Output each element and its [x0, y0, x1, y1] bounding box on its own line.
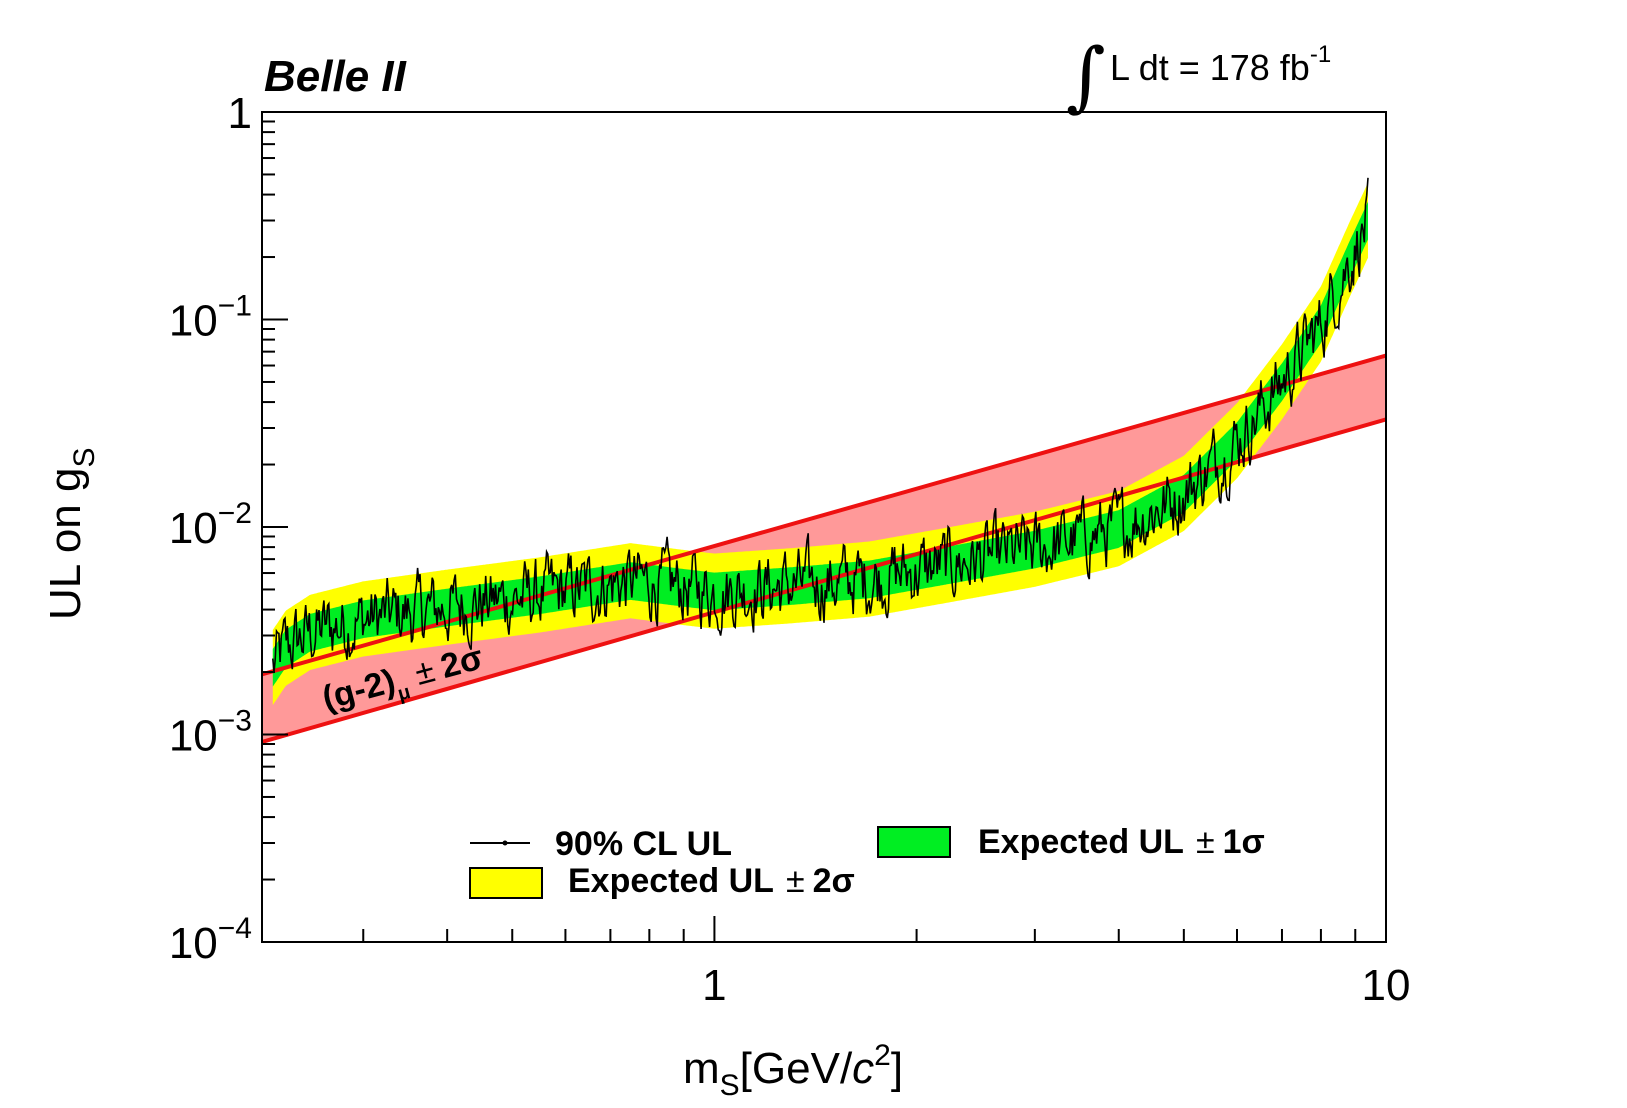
- x-tick-label: 10: [1362, 961, 1411, 1010]
- y-tick-label: 10−2: [169, 497, 252, 553]
- legend-observed-label: 90% CL UL: [555, 825, 732, 863]
- y-tick-exponent: −3: [218, 705, 252, 738]
- experiment-label: Belle II: [264, 52, 407, 101]
- y-axis-sub: S: [68, 448, 101, 468]
- legend: 90% CL UL Expected UL ±1σ Expected UL ±2σ: [469, 823, 1265, 900]
- observed-limit-line: [272, 177, 1369, 673]
- y-tick-label: 10−1: [169, 290, 252, 346]
- y-tick-base: 10: [169, 297, 218, 346]
- legend-2sigma-swatch: [469, 867, 543, 899]
- luminosity-label: L dt = 178 fb-1: [1110, 41, 1331, 88]
- x-axis-title: mS[GeV/c2]: [683, 1039, 903, 1102]
- x-axis-unit-var: c: [852, 1044, 874, 1093]
- integral-symbol: ∫: [1066, 31, 1106, 120]
- y-tick-base: 1: [228, 89, 252, 138]
- legend-2sigma-sig: 2σ: [813, 862, 855, 900]
- theory-band-label: (g-2)μ±2σ: [318, 638, 489, 724]
- legend-observed-marker: [502, 840, 508, 846]
- legend-2sigma-label: Expected UL ±2σ: [568, 862, 855, 900]
- x-axis-base: m: [683, 1044, 720, 1093]
- y-axis-base: UL on g: [41, 468, 90, 620]
- y-tick-base: 10: [169, 919, 218, 968]
- legend-1sigma-sig: 1σ: [1223, 823, 1265, 861]
- y-tick-exponent: −4: [218, 912, 252, 945]
- x-axis-unit-suffix: ]: [891, 1044, 903, 1093]
- x-axis-sub: S: [720, 1069, 740, 1102]
- theory-label-sub: μ: [395, 681, 413, 705]
- plot-frame: [261, 111, 1387, 943]
- x-axis-unit-sup: 2: [874, 1039, 891, 1072]
- expected-1sigma-band: [272, 201, 1368, 687]
- legend-2sigma-pm: ±: [786, 862, 805, 900]
- y-axis-title: UL on gS: [41, 448, 101, 621]
- luminosity-exponent: -1: [1310, 41, 1331, 68]
- legend-1sigma-text: Expected UL: [978, 823, 1184, 861]
- y-tick-base: 10: [169, 712, 218, 761]
- legend-2sigma-text: Expected UL: [568, 862, 774, 900]
- theory-upper-boundary: [262, 353, 1386, 677]
- luminosity-text: L dt = 178 fb: [1110, 47, 1310, 88]
- y-tick-label: 10−3: [169, 705, 252, 761]
- y-tick-label: 1: [228, 89, 252, 138]
- legend-1sigma-label: Expected UL ±1σ: [978, 823, 1265, 861]
- y-tick-label: 10−4: [169, 912, 252, 968]
- legend-1sigma-pm: ±: [1196, 823, 1215, 861]
- y-tick-base: 10: [169, 504, 218, 553]
- y-tick-exponent: −1: [218, 290, 252, 323]
- x-axis-unit-prefix: [GeV/: [740, 1044, 853, 1093]
- x-tick-label: 1: [702, 961, 726, 1010]
- plot-area: [262, 177, 1386, 744]
- expected-2sigma-band: [272, 182, 1368, 706]
- y-tick-exponent: −2: [218, 497, 252, 530]
- legend-1sigma-swatch: [877, 826, 951, 858]
